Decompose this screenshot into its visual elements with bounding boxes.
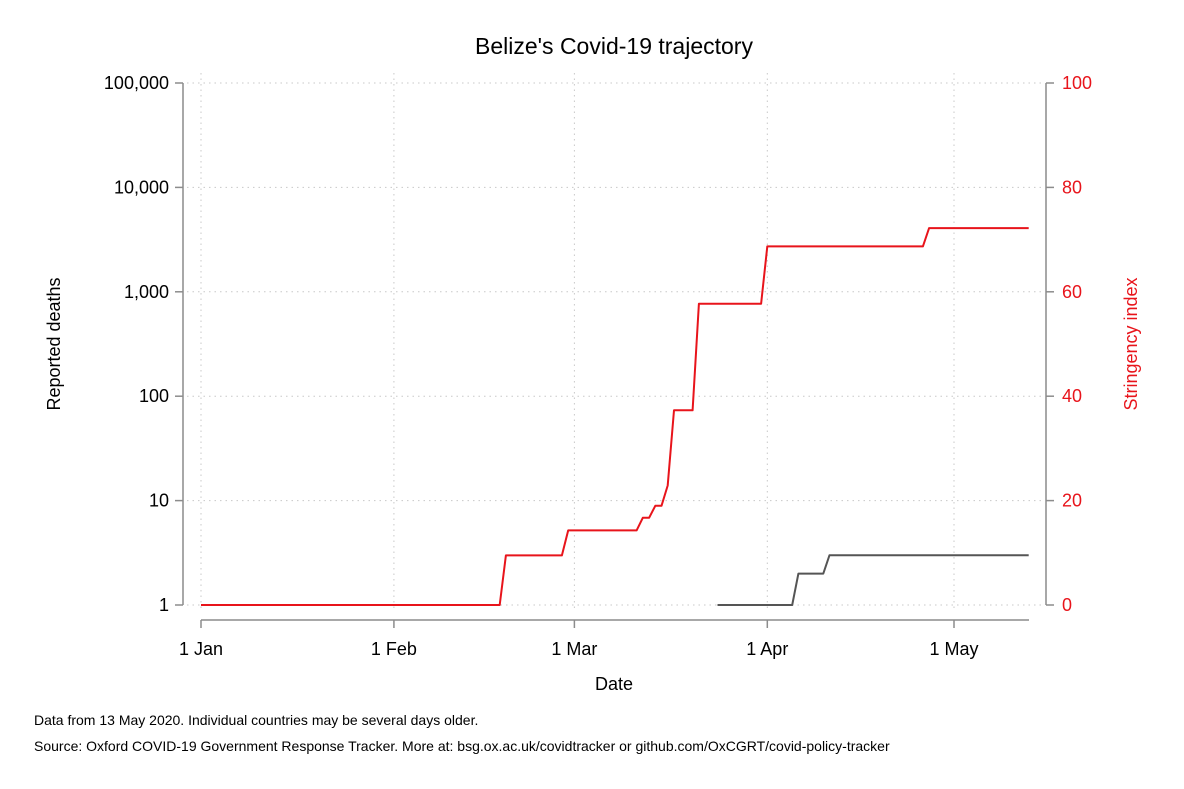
footnote-data-date: Data from 13 May 2020. Individual countr…	[34, 712, 479, 728]
footnote-source: Source: Oxford COVID-19 Government Respo…	[34, 738, 890, 754]
y-left-tick-label: 10	[149, 491, 169, 511]
y-right-tick-label: 0	[1062, 595, 1072, 615]
series-line-reported-deaths	[717, 554, 1029, 606]
y-left-tick-label: 1	[159, 595, 169, 615]
chart-title: Belize's Covid-19 trajectory	[475, 33, 753, 59]
series-line-stringency-index	[201, 227, 1029, 606]
y-axis-right-label: Stringency index	[1121, 277, 1141, 410]
x-tick-label: 1 May	[929, 639, 978, 659]
axes: 1 10 100 1,000 10,000 100,000 0 20 40 60 80 100 1 Ja…	[104, 73, 1092, 659]
y-right-tick-label: 20	[1062, 491, 1082, 511]
y-left-tick-label: 100	[139, 386, 169, 406]
y-right-tick-label: 80	[1062, 177, 1082, 197]
x-tick-label: 1 Apr	[746, 639, 788, 659]
y-left-tick-label: 100,000	[104, 73, 169, 93]
y-left-tick-label: 1,000	[124, 282, 169, 302]
data-lines	[201, 227, 1029, 606]
x-tick-label: 1 Jan	[179, 639, 223, 659]
y-right-tick-label: 60	[1062, 282, 1082, 302]
y-right-tick-label: 40	[1062, 386, 1082, 406]
x-tick-label: 1 Mar	[551, 639, 597, 659]
x-tick-label: 1 Feb	[371, 639, 417, 659]
y-left-tick-label: 10,000	[114, 177, 169, 197]
y-axis-left-label: Reported deaths	[44, 277, 64, 410]
y-right-tick-label: 100	[1062, 73, 1092, 93]
x-axis-label: Date	[595, 674, 633, 694]
